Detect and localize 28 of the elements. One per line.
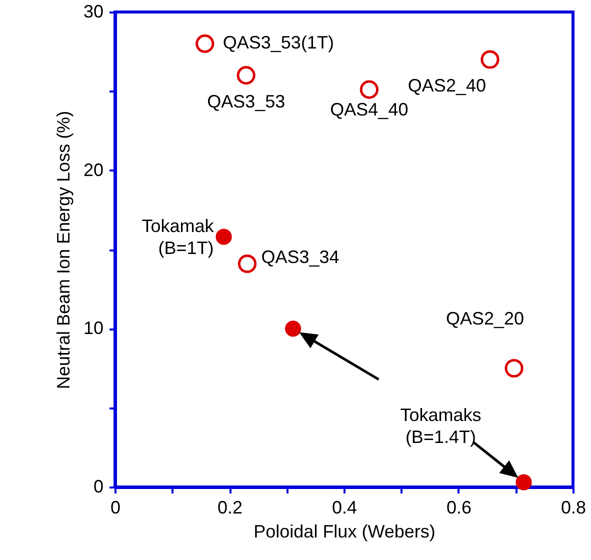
point <box>284 320 302 337</box>
y-tick-label: 30 <box>83 2 104 22</box>
point <box>238 254 257 274</box>
point <box>216 228 232 245</box>
point <box>196 34 214 53</box>
x-axis-title: Poloidal Flux (Webers) <box>254 522 436 542</box>
annotation: QAS3_53 <box>207 91 286 112</box>
y-tick-label: 10 <box>83 318 104 338</box>
annotation: QAS3_34 <box>261 246 340 267</box>
point <box>480 50 500 69</box>
x-tick-label: 0.2 <box>217 498 243 518</box>
x-tick-label: 0.6 <box>446 498 472 518</box>
annotation: Tokamaks (B=1.4T) <box>400 405 482 448</box>
point <box>236 66 256 85</box>
point <box>360 80 378 99</box>
y-axis-title: Neutral Beam Ion Energy Loss (%) <box>53 110 74 390</box>
x-tick-label: 0 <box>110 498 121 518</box>
annotation: QAS4_40 <box>330 100 408 120</box>
y-tick-label: 20 <box>83 160 104 180</box>
annotation: Tokamak (B=1T) <box>142 216 215 258</box>
point <box>504 358 524 378</box>
x-tick-label: 0.4 <box>332 498 358 518</box>
y-tick-label: 0 <box>93 476 104 496</box>
point <box>516 474 532 490</box>
x-tick-label: 0.8 <box>560 498 586 518</box>
annotation: QAS2_40 <box>408 76 486 96</box>
annotation: QAS2_20 <box>446 308 524 328</box>
annotation: QAS3_53(1T) <box>222 32 334 53</box>
